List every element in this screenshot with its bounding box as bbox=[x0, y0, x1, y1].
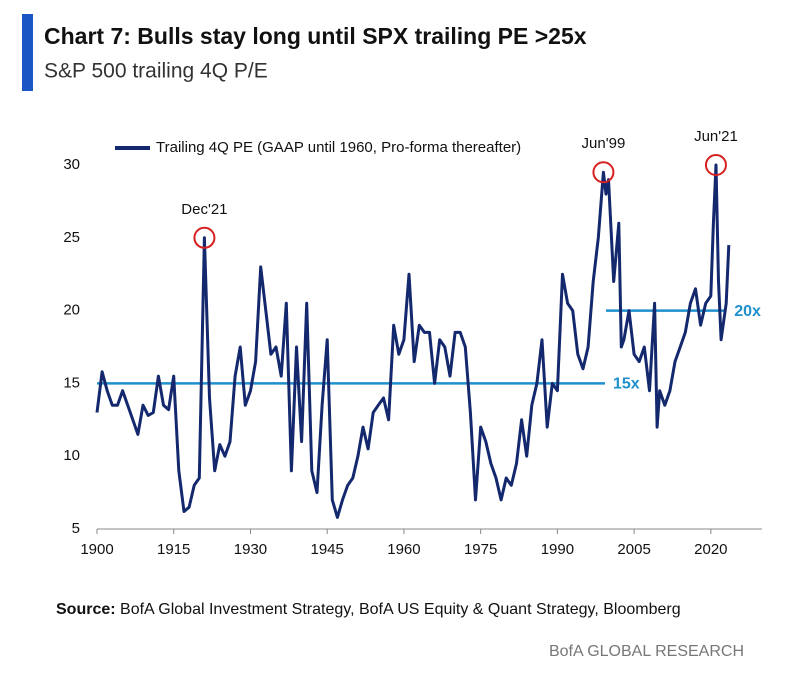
chart-subtitle: S&P 500 trailing 4Q P/E bbox=[44, 60, 268, 83]
annotation-label: Jun'99 bbox=[582, 135, 626, 152]
x-tick-label: 2020 bbox=[694, 541, 727, 558]
chart-title: Chart 7: Bulls stay long until SPX trail… bbox=[44, 23, 587, 49]
x-tick-label: 1960 bbox=[387, 541, 420, 558]
x-tick-label: 1930 bbox=[234, 541, 267, 558]
source-label: Source: bbox=[56, 601, 116, 618]
accent-bar bbox=[22, 14, 33, 91]
x-tick-label: 1990 bbox=[541, 541, 574, 558]
y-tick-label: 15 bbox=[63, 374, 80, 391]
legend-label: Trailing 4Q PE (GAAP until 1960, Pro-for… bbox=[156, 139, 521, 156]
y-tick-label: 20 bbox=[63, 302, 80, 319]
annotation-circle bbox=[704, 154, 727, 176]
y-tick-label: 5 bbox=[72, 520, 80, 537]
y-tick-label: 25 bbox=[63, 229, 80, 246]
x-tick-label: 1975 bbox=[464, 541, 497, 558]
x-tick-label: 1900 bbox=[80, 541, 113, 558]
x-tick-label: 1915 bbox=[157, 541, 190, 558]
x-tick-label: 1945 bbox=[311, 541, 344, 558]
annotation-circle bbox=[193, 226, 216, 249]
reference-label: 20x bbox=[734, 303, 761, 320]
source: Source: BofA Global Investment Strategy,… bbox=[56, 601, 681, 618]
reference-label: 15x bbox=[613, 376, 640, 393]
annotation-label: Jun'21 bbox=[694, 128, 738, 145]
annotation-label: Dec'21 bbox=[181, 201, 227, 218]
x-tick-label: 2005 bbox=[617, 541, 650, 558]
y-tick-label: 30 bbox=[63, 156, 80, 173]
brand: BofA GLOBAL RESEARCH bbox=[549, 643, 744, 660]
y-tick-label: 10 bbox=[63, 447, 80, 464]
annotation-circle bbox=[592, 161, 615, 184]
source-text: BofA Global Investment Strategy, BofA US… bbox=[120, 601, 681, 618]
line-series bbox=[95, 163, 731, 519]
